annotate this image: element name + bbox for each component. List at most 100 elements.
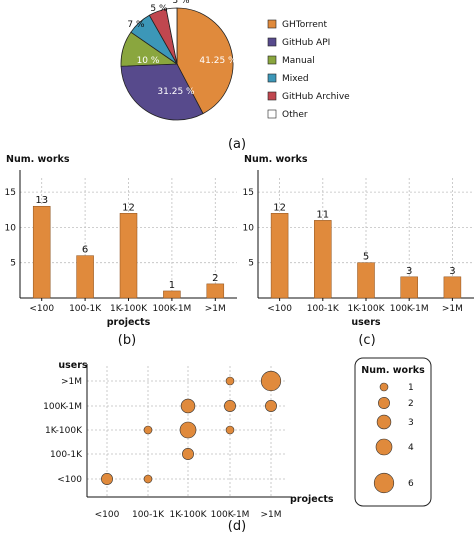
bar-1m	[443, 276, 462, 299]
caption-a: (a)	[228, 137, 246, 152]
legend-swatch-manual	[267, 55, 277, 65]
y-axis-label: users	[58, 360, 88, 371]
x-tick-label: 100-1K	[69, 304, 102, 314]
bubble-100k-1m-1k-100k	[225, 425, 235, 435]
size-legend-label: 3	[408, 418, 414, 428]
size-legend-title: Num. works	[361, 365, 425, 376]
size-legend-bubble	[379, 382, 389, 392]
size-legend-label: 2	[408, 399, 414, 409]
pie-value-label: 31.25 %	[157, 87, 195, 97]
y-tick-label: 100K-1M	[43, 402, 82, 412]
bar-chart-b: Num. works 5 10 15 13 <100 6 100-1K 12 1K-100K 1 10…	[5, 154, 237, 328]
bubble-1k-100k-1k-100k	[179, 421, 197, 439]
size-legend-label: 4	[408, 443, 414, 453]
bubble-1k-100k-100k-1m	[180, 398, 196, 414]
bar-100k-1m	[400, 276, 418, 299]
bubble-100-1k-100	[143, 474, 153, 484]
x-axis-label: users	[351, 317, 381, 328]
x-tick-label: <100	[29, 304, 54, 314]
y-tick-label: 15	[5, 188, 16, 198]
bubble-1m-100k-1m	[265, 400, 277, 412]
bar-value-label: 12	[122, 202, 135, 213]
caption-d: (d)	[228, 519, 246, 534]
pie-value-label: 5 %	[150, 4, 168, 14]
bubble-1m-1m	[260, 370, 282, 392]
y-tick-label: <100	[57, 475, 82, 485]
pie-value-label: 41.25 %	[199, 56, 237, 66]
size-legend: Num. works 1 2 3 4 6	[354, 357, 432, 507]
legend-swatch-github-archive	[267, 91, 277, 101]
pie-slice-ghtorrent	[176, 7, 234, 115]
x-tick-label: <100	[95, 510, 120, 520]
x-tick-label: 1K-100K	[347, 304, 385, 314]
caption-c: (c)	[358, 333, 375, 348]
x-tick-label: 100-1K	[132, 510, 165, 520]
bubble-chart-d: <100 100-1K 1K-100K 100K-1M >1M <100 100-1K 1K-…	[43, 360, 334, 520]
bubble-100-100	[101, 473, 113, 485]
bar-1k-100k	[357, 262, 375, 299]
x-tick-label: 1K-100K	[110, 304, 148, 314]
x-tick-label: 1K-100K	[169, 510, 207, 520]
legend-label-github-archive: GitHub Archive	[282, 92, 350, 102]
pie-value-label: 10 %	[137, 56, 160, 66]
pie-slice-github-api	[120, 63, 204, 121]
bar-100k-1m	[163, 290, 181, 299]
legend-label-ghtorrent: GHTorrent	[282, 20, 328, 30]
y-tick-label: 1K-100K	[45, 426, 83, 436]
x-tick-label: 100K-1M	[211, 510, 250, 520]
bar-value-label: 5	[363, 252, 369, 263]
x-tick-label: 100-1K	[307, 304, 340, 314]
y-tick-label: 5	[248, 259, 254, 269]
size-legend-box	[354, 357, 432, 507]
x-tick-label: <100	[267, 304, 292, 314]
bar-value-label: 3	[449, 266, 455, 277]
size-legend-bubble	[373, 472, 395, 494]
caption-b: (b)	[118, 333, 136, 348]
size-legend-bubble	[375, 438, 393, 456]
x-axis-label: projects	[290, 494, 334, 505]
bar-value-label: 12	[273, 202, 286, 213]
size-legend-label: 6	[408, 479, 414, 489]
bar-value-label: 2	[212, 273, 218, 284]
x-tick-label: >1M	[260, 510, 281, 520]
legend-label-other: Other	[282, 110, 308, 120]
x-axis-label: projects	[107, 317, 151, 328]
pie-slice-other	[165, 7, 178, 65]
pie-chart-a: 41.25 % 31.25 % 10 % 7 % 5 % 3 % GHTorrent GitH…	[120, 0, 350, 121]
bar-100-1k	[76, 255, 94, 299]
x-tick-label: 100K-1M	[152, 304, 191, 314]
x-tick-label: >1M	[205, 304, 226, 314]
legend-swatch-github-api	[267, 37, 277, 47]
y-tick-label: 10	[5, 223, 17, 233]
bar-100-1k	[314, 220, 332, 299]
legend-label-mixed: Mixed	[282, 74, 309, 84]
size-legend-label: 1	[408, 383, 414, 393]
y-tick-label: >1M	[61, 377, 82, 387]
legend-swatch-ghtorrent	[267, 19, 277, 29]
bubble-100-1k-1k-100k	[143, 425, 153, 435]
bar-value-label: 11	[316, 209, 329, 220]
bar-value-label: 3	[406, 266, 412, 277]
y-axis-label: Num. works	[244, 154, 308, 165]
y-tick-label: 15	[243, 188, 254, 198]
legend-swatch-other	[267, 109, 277, 119]
bubble-1k-100k-100-1k	[182, 448, 194, 460]
x-tick-label: >1M	[442, 304, 463, 314]
legend-swatch-mixed	[267, 73, 277, 83]
bar-value-label: 13	[35, 195, 48, 206]
bubble-100k-1m-1m	[225, 376, 235, 386]
x-tick-label: 100K-1M	[390, 304, 429, 314]
size-legend-bubble	[376, 414, 392, 430]
bar-1m	[206, 283, 225, 299]
bubble-100k-1m-100k-1m	[224, 400, 236, 412]
y-axis-label: Num. works	[6, 154, 70, 165]
pie-value-label: 3 %	[172, 0, 190, 6]
y-tick-label: 10	[243, 223, 255, 233]
legend-label-github-api: GitHub API	[282, 38, 330, 48]
bar-value-label: 1	[169, 280, 175, 291]
bar-1k-100k	[119, 213, 138, 299]
bar-100	[270, 213, 289, 299]
legend-label-manual: Manual	[282, 56, 315, 66]
bar-chart-c: Num. works 5 10 15 12 <100 11 100-1K 5 1K-100K 3 10…	[243, 154, 474, 328]
